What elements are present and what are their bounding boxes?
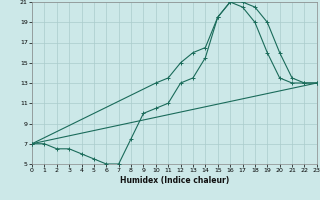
X-axis label: Humidex (Indice chaleur): Humidex (Indice chaleur)	[120, 176, 229, 185]
